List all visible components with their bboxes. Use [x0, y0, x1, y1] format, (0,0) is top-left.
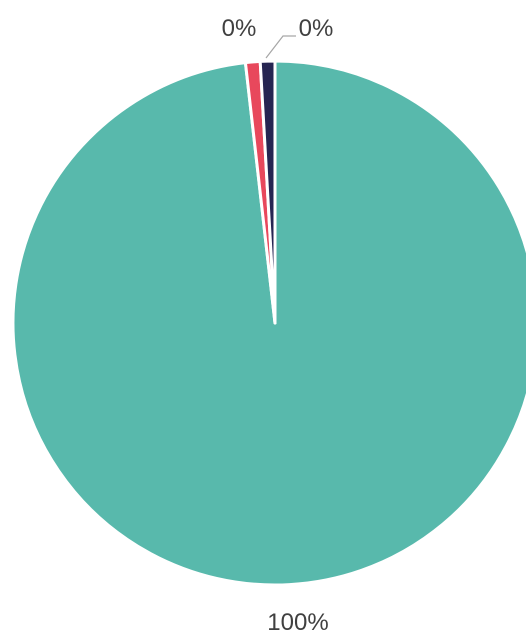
data-label-2: 0% — [299, 15, 334, 42]
data-label-1: 0% — [222, 15, 257, 42]
leader-line-2 — [265, 35, 296, 59]
leader-lines — [265, 35, 296, 59]
pie-slices — [11, 59, 526, 587]
pie-slice-2 — [258, 59, 277, 325]
data-label-0: 100% — [267, 609, 328, 635]
pie-slice-0 — [11, 59, 526, 587]
data-labels: 100% 0% 0% — [222, 15, 334, 635]
